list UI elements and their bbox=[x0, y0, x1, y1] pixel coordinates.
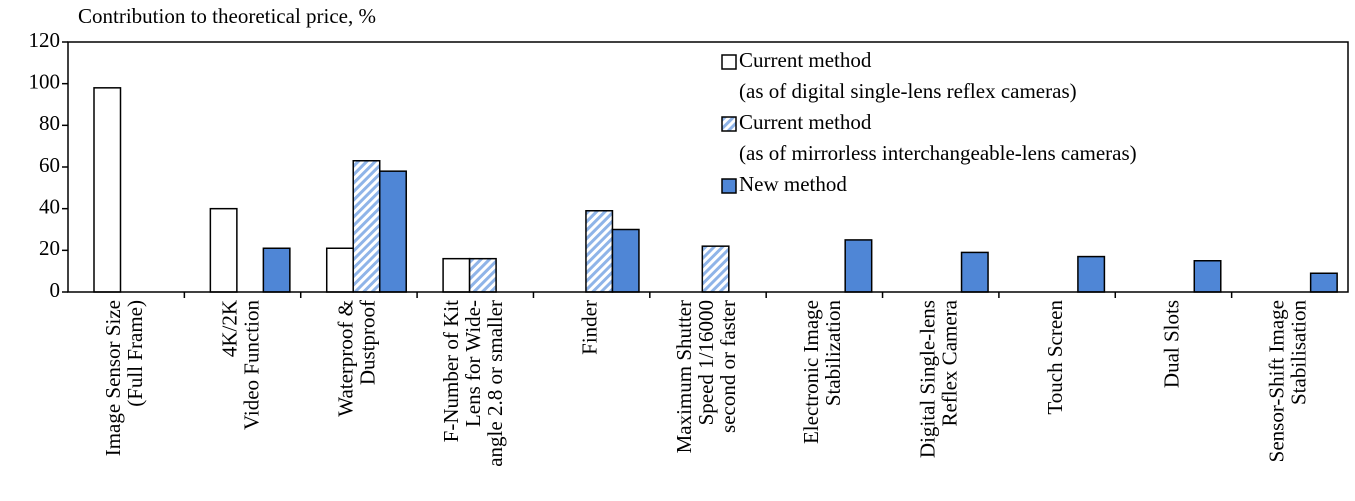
x-tick-label: Reflex Camera bbox=[938, 299, 962, 426]
bar bbox=[468, 257, 497, 293]
x-tick-label: Dustproof bbox=[356, 300, 380, 385]
legend-swatch bbox=[721, 178, 737, 194]
y-tick-label: 60 bbox=[39, 153, 60, 177]
x-tick-label: Stabilisation bbox=[1287, 300, 1311, 406]
x-tick-label: Electronic Image bbox=[799, 300, 823, 444]
bar bbox=[960, 251, 989, 293]
y-tick-label: 40 bbox=[39, 194, 60, 218]
bar bbox=[378, 170, 407, 293]
x-tick-label: Maximum Shutter bbox=[672, 300, 696, 453]
x-tick-label: Video Function bbox=[239, 300, 263, 430]
bar bbox=[262, 247, 291, 293]
legend-label: Current method bbox=[739, 110, 872, 134]
chart-title: Contribution to theoretical price, % bbox=[78, 4, 376, 28]
bar bbox=[209, 207, 238, 293]
plot-frame bbox=[67, 41, 1349, 293]
x-tick-label: Dual Slots bbox=[1159, 300, 1183, 388]
bar bbox=[325, 247, 354, 293]
bar bbox=[93, 87, 122, 293]
legend-label: Current method bbox=[739, 48, 872, 72]
y-tick-label: 80 bbox=[39, 111, 60, 135]
x-tick-label: Touch Screen bbox=[1043, 300, 1067, 415]
x-tick-label: Sensor-Shift Image bbox=[1265, 300, 1289, 462]
bar bbox=[611, 228, 640, 293]
bar bbox=[844, 239, 873, 293]
bar bbox=[585, 210, 614, 293]
legend-swatch bbox=[721, 54, 737, 70]
x-tick-label: (Full Frame) bbox=[123, 300, 147, 407]
x-tick-label: Image Sensor Size bbox=[101, 300, 125, 456]
x-tick-label: Finder bbox=[577, 300, 601, 355]
x-tick-label: Digital Single-lens bbox=[916, 300, 940, 458]
x-tick-label: Lens for Wide- bbox=[461, 300, 485, 427]
bar bbox=[442, 257, 471, 293]
x-tick-label: Speed 1/16000 bbox=[694, 300, 718, 425]
legend-label: New method bbox=[739, 172, 847, 196]
x-tick-label: Stabilization bbox=[821, 300, 845, 407]
y-tick-label: 120 bbox=[29, 28, 61, 52]
bar bbox=[701, 245, 730, 293]
y-tick-label: 20 bbox=[39, 236, 60, 260]
x-tick-label: second or faster bbox=[716, 300, 740, 433]
y-tick-label: 100 bbox=[29, 69, 61, 93]
legend-label: (as of mirrorless interchangeable-lens c… bbox=[739, 141, 1137, 165]
bar bbox=[352, 160, 381, 293]
y-tick-label: 0 bbox=[50, 278, 61, 302]
x-tick-label: 4K/2K bbox=[217, 300, 241, 357]
bar bbox=[1309, 272, 1338, 293]
bar bbox=[1077, 255, 1106, 293]
legend-swatch bbox=[721, 116, 737, 132]
x-tick-label: Waterproof & bbox=[334, 300, 358, 417]
bar bbox=[1193, 260, 1222, 293]
legend-label: (as of digital single-lens reflex camera… bbox=[739, 79, 1077, 103]
x-tick-label: F-Number of Kit bbox=[439, 300, 463, 442]
x-tick-label: angle 2.8 or smaller bbox=[483, 300, 507, 467]
